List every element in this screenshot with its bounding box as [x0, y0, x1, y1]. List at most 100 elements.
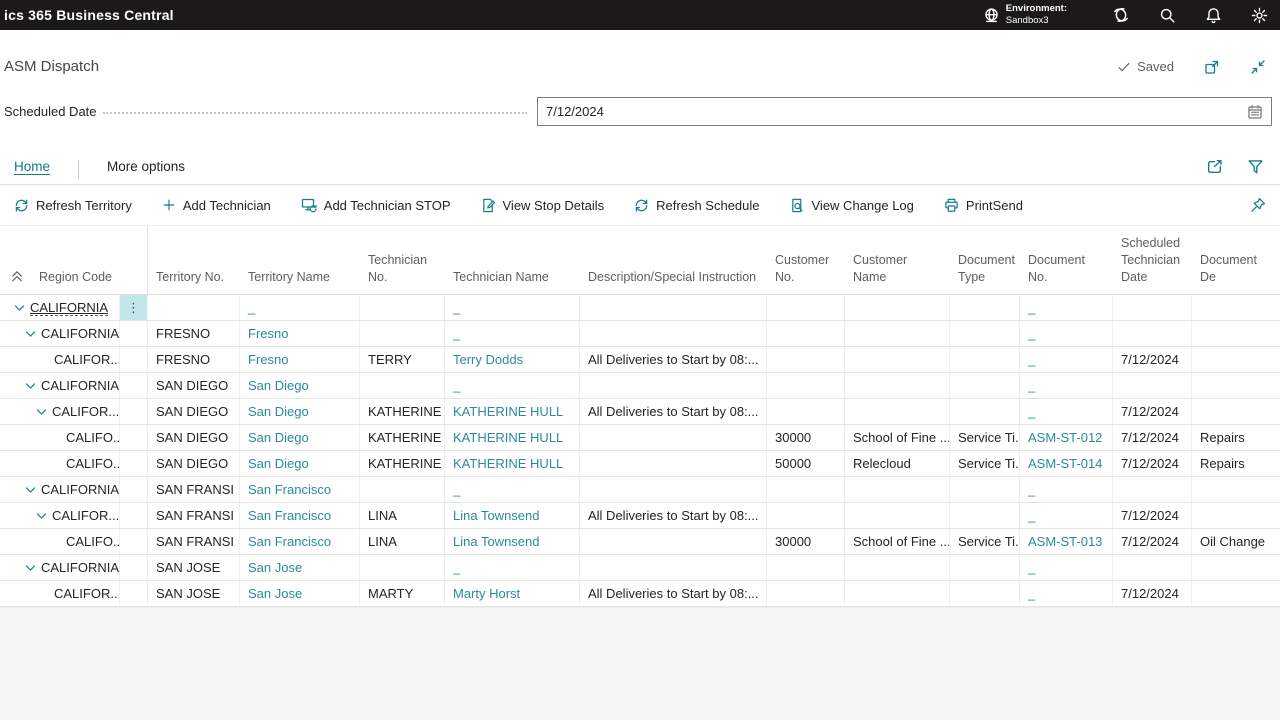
scheduled-date-cell[interactable]: 7/12/2024 — [1113, 399, 1192, 424]
description-cell[interactable]: All Deliveries to Start by 08:... — [580, 347, 767, 372]
region-code-cell[interactable]: CALIFOR... — [0, 347, 120, 372]
territory-name-value[interactable]: San Francisco — [248, 534, 332, 549]
territory-name-value[interactable]: San Jose — [248, 560, 303, 575]
territory-name-value[interactable]: Fresno — [248, 326, 289, 341]
territory-no-cell[interactable]: FRESNO — [148, 321, 240, 346]
open-in-new-window-icon[interactable] — [1204, 59, 1220, 75]
document-no-value[interactable]: _ — [1028, 482, 1036, 497]
territory-name-cell[interactable]: San Francisco — [240, 503, 360, 528]
territory-no-cell[interactable]: SAN DIEGO — [148, 373, 240, 398]
territory-name-value[interactable]: San Diego — [248, 430, 309, 445]
technician-no-cell[interactable]: LINA — [360, 529, 445, 554]
territory-no-cell[interactable]: FRESNO — [148, 347, 240, 372]
chevron-down-icon[interactable] — [24, 328, 37, 340]
search-icon[interactable] — [1159, 7, 1176, 24]
technician-name-cell[interactable]: Marty Horst — [445, 581, 580, 606]
scheduled-date-cell[interactable]: 7/12/2024 — [1113, 503, 1192, 528]
toolbar-button-view-change-log[interactable]: View Change Log — [790, 198, 914, 213]
region-code-cell[interactable]: CALIFORNIA — [0, 477, 120, 502]
scheduled-date-cell[interactable]: 7/12/2024 — [1113, 425, 1192, 450]
document-type-cell[interactable] — [950, 581, 1020, 606]
scheduled-date-cell[interactable] — [1113, 295, 1192, 320]
customer-no-cell[interactable] — [767, 347, 845, 372]
region-code-cell[interactable]: CALIFOR... — [0, 399, 120, 424]
territory-name-value[interactable]: San Diego — [248, 378, 309, 393]
document-type-cell[interactable] — [950, 347, 1020, 372]
territory-no-cell[interactable]: SAN FRANSI — [148, 503, 240, 528]
document-no-cell[interactable]: _ — [1020, 295, 1113, 320]
scheduled-date-cell[interactable]: 7/12/2024 — [1113, 529, 1192, 554]
document-no-cell[interactable]: ASM-ST-012 — [1020, 425, 1113, 450]
chevron-down-icon[interactable] — [13, 302, 26, 314]
toolbar-button-add-technician[interactable]: Add Technician — [162, 198, 271, 213]
technician-no-cell[interactable] — [360, 295, 445, 320]
customer-no-cell[interactable] — [767, 373, 845, 398]
customer-no-cell[interactable]: 50000 — [767, 451, 845, 476]
scheduled-date-cell[interactable] — [1113, 321, 1192, 346]
document-desc-cell[interactable] — [1192, 347, 1280, 372]
column-header-territory-no[interactable]: Territory No. — [156, 270, 225, 285]
document-desc-cell[interactable] — [1192, 295, 1280, 320]
description-cell[interactable] — [580, 373, 767, 398]
region-code-cell[interactable]: CALIFO... — [0, 529, 120, 554]
technician-name-cell[interactable]: KATHERINE HULL — [445, 399, 580, 424]
region-code-cell[interactable]: CALIFOR... — [0, 503, 120, 528]
description-cell[interactable] — [580, 425, 767, 450]
technician-name-value[interactable]: _ — [453, 326, 461, 341]
document-type-cell[interactable]: Service Ti... — [950, 425, 1020, 450]
document-desc-cell[interactable] — [1192, 321, 1280, 346]
customer-name-cell[interactable]: School of Fine ... — [845, 529, 950, 554]
territory-name-value[interactable]: San Francisco — [248, 508, 332, 523]
customer-name-cell[interactable] — [845, 581, 950, 606]
territory-name-value[interactable]: Fresno — [248, 352, 289, 367]
technician-name-cell[interactable]: Terry Dodds — [445, 347, 580, 372]
description-cell[interactable]: All Deliveries to Start by 08:... — [580, 581, 767, 606]
territory-name-value[interactable]: San Diego — [248, 456, 309, 471]
scheduled-date-cell[interactable] — [1113, 373, 1192, 398]
column-header-document-de[interactable]: Document De — [1200, 253, 1257, 285]
chevron-down-icon[interactable] — [24, 562, 37, 574]
customer-name-cell[interactable] — [845, 477, 950, 502]
territory-no-cell[interactable]: SAN FRANSI — [148, 529, 240, 554]
scheduled-date-cell[interactable]: 7/12/2024 — [1113, 451, 1192, 476]
territory-name-value[interactable]: San Francisco — [248, 482, 332, 497]
territory-name-cell[interactable]: San Francisco — [240, 477, 360, 502]
territory-name-cell[interactable]: San Diego — [240, 425, 360, 450]
territory-name-cell[interactable]: Fresno — [240, 347, 360, 372]
region-code-cell[interactable]: CALIFO... — [0, 425, 120, 450]
document-no-value[interactable]: _ — [1028, 300, 1036, 315]
customer-name-cell[interactable] — [845, 373, 950, 398]
document-desc-cell[interactable]: Repairs — [1192, 451, 1280, 476]
collapse-all-icon[interactable] — [10, 269, 24, 284]
technician-no-cell[interactable]: KATHERINE — [360, 399, 445, 424]
customer-name-cell[interactable] — [845, 347, 950, 372]
document-type-cell[interactable] — [950, 399, 1020, 424]
technician-no-cell[interactable] — [360, 373, 445, 398]
document-type-cell[interactable] — [950, 373, 1020, 398]
toolbar-button-printsend[interactable]: PrintSend — [944, 198, 1023, 213]
customer-name-cell[interactable]: Relecloud — [845, 451, 950, 476]
technician-name-value[interactable]: Marty Horst — [453, 586, 521, 601]
document-no-value[interactable]: _ — [1028, 586, 1036, 601]
row-menu-cell[interactable]: ⋮ — [120, 295, 148, 320]
filter-icon[interactable] — [1247, 158, 1264, 175]
customer-no-cell[interactable] — [767, 503, 845, 528]
technician-name-value[interactable]: KATHERINE HULL — [453, 456, 564, 471]
technician-name-value[interactable]: _ — [453, 378, 461, 393]
territory-no-cell[interactable]: SAN JOSE — [148, 581, 240, 606]
document-no-cell[interactable]: _ — [1020, 555, 1113, 580]
scheduled-date-cell[interactable] — [1113, 477, 1192, 502]
document-no-cell[interactable]: ASM-ST-013 — [1020, 529, 1113, 554]
document-no-value[interactable]: ASM-ST-014 — [1028, 456, 1103, 471]
document-no-value[interactable]: _ — [1028, 508, 1036, 523]
technician-name-cell[interactable]: _ — [445, 295, 580, 320]
customer-no-cell[interactable] — [767, 399, 845, 424]
chevron-down-icon[interactable] — [24, 484, 37, 496]
customer-no-cell[interactable] — [767, 477, 845, 502]
description-cell[interactable] — [580, 529, 767, 554]
document-no-cell[interactable]: _ — [1020, 399, 1113, 424]
territory-name-cell[interactable]: _ — [240, 295, 360, 320]
scheduled-date-cell[interactable]: 7/12/2024 — [1113, 347, 1192, 372]
customer-no-cell[interactable]: 30000 — [767, 529, 845, 554]
chevron-down-icon[interactable] — [35, 510, 48, 522]
